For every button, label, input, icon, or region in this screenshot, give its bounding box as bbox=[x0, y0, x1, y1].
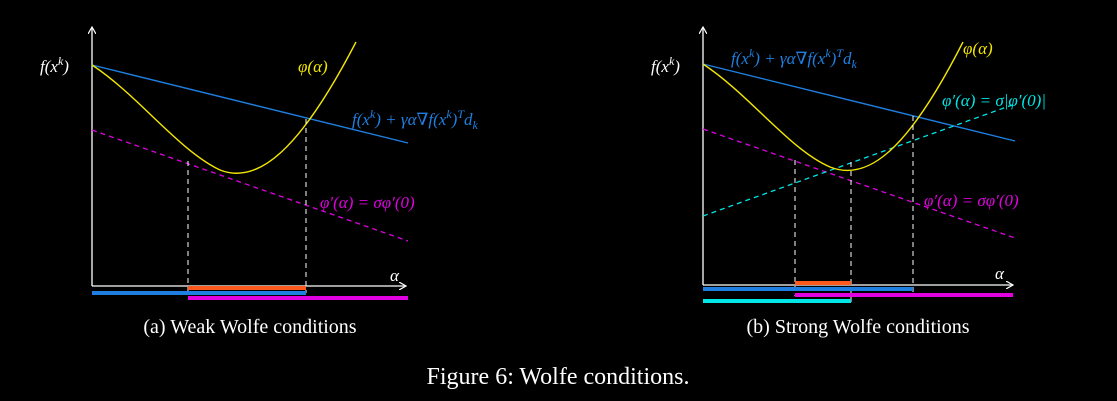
panel-a: f(xk) α φ(α) f(xk) + γα∇f(xk)Tdk φ′(α) =… bbox=[40, 28, 479, 338]
panel-a-x-axis-label: α bbox=[390, 266, 400, 285]
panel-a-armijo-line bbox=[91, 64, 409, 144]
panel-a-phi-label: φ(α) bbox=[298, 57, 328, 76]
panel-b-phi-label: φ(α) bbox=[963, 39, 993, 58]
panel-a-curvature-label: φ′(α) = σφ′(0) bbox=[320, 193, 415, 212]
panel-a-armijo-label: f(xk) + γα∇f(xk)Tdk bbox=[352, 107, 479, 132]
panel-a-curvature-line bbox=[91, 129, 409, 242]
panel-b-curvature-label: φ′(α) = σφ′(0) bbox=[924, 191, 1019, 210]
panel-b-curvature-line bbox=[702, 128, 1016, 239]
panel-b-x-axis-label: α bbox=[995, 264, 1005, 283]
panel-b-phi-curve bbox=[702, 41, 964, 172]
panel-b-armijo-line bbox=[702, 63, 1016, 142]
figure-caption: Figure 6: Wolfe conditions. bbox=[427, 364, 690, 390]
panel-b-strong-curvature-label: φ′(α) = σ|φ′(0)| bbox=[942, 91, 1046, 110]
panel-b-strong-curvature-line bbox=[702, 103, 1016, 217]
panel-a-phi-curve bbox=[91, 41, 357, 174]
panel-b-y-tick-label: f(xk) bbox=[651, 54, 680, 76]
panel-a-y-tick-label: f(xk) bbox=[40, 54, 69, 76]
panel-b-subcaption: (b) Strong Wolfe conditions bbox=[747, 316, 970, 338]
panel-b: f(xk) α φ(α) f(xk) + γα∇f(xk)Tdk φ′(α) =… bbox=[651, 28, 1046, 338]
panel-b-armijo-label: f(xk) + γα∇f(xk)Tdk bbox=[731, 46, 858, 71]
panel-a-subcaption: (a) Weak Wolfe conditions bbox=[143, 316, 356, 338]
